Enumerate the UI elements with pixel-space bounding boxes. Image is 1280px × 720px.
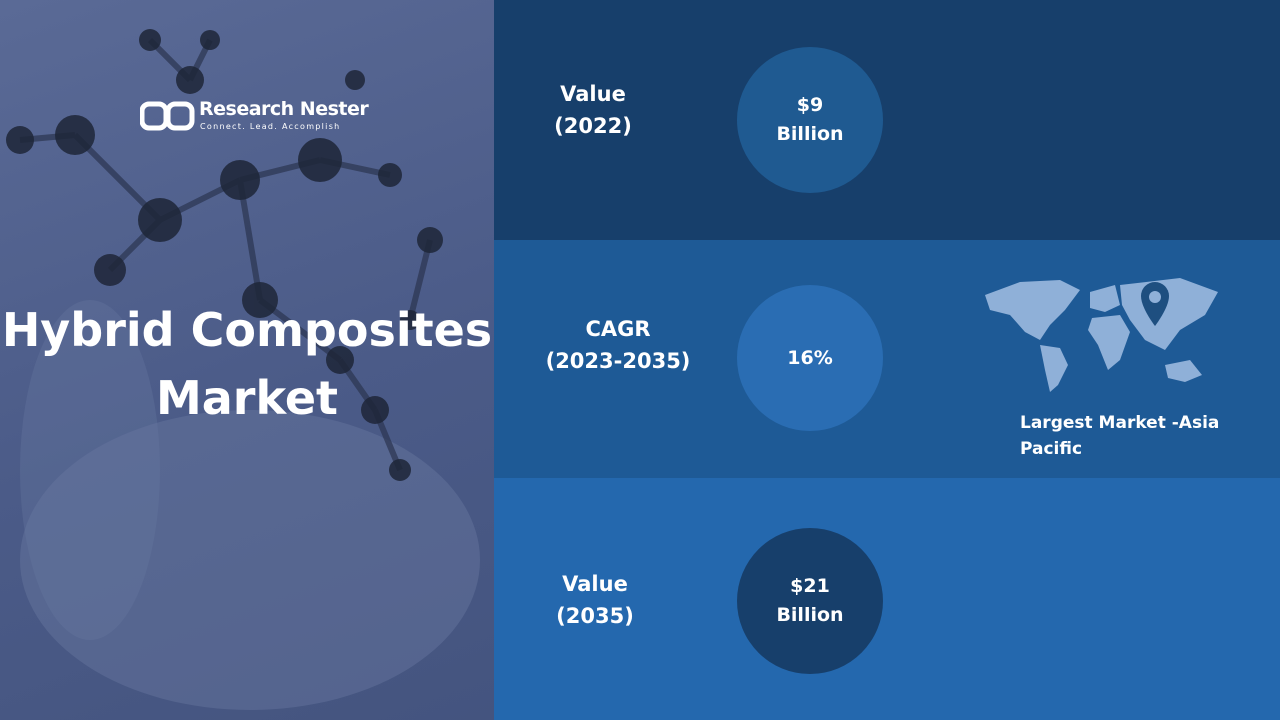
value-line: $21	[790, 575, 830, 597]
title-line: Hybrid Composites	[1, 303, 493, 357]
row-label: Value (2035)	[485, 568, 705, 632]
title-line: Market	[155, 371, 339, 425]
value-line: 16%	[787, 346, 833, 369]
world-map	[985, 278, 1218, 392]
molecule-art	[6, 29, 480, 710]
logo-name: Research Nester	[199, 98, 369, 120]
row-label: Value (2022)	[483, 78, 703, 142]
hero-panel: Research Nester Connect. Lead. Accomplis…	[0, 0, 494, 720]
row-band	[494, 0, 1280, 240]
row-band	[494, 478, 1280, 720]
row-label: CAGR (2023-2035)	[508, 313, 728, 377]
label-line: CAGR	[585, 317, 651, 341]
title: Hybrid Composites Market	[0, 296, 494, 432]
label-line: (2022)	[554, 114, 632, 138]
label-line: (2023-2035)	[545, 349, 691, 373]
logo-tagline: Connect. Lead. Accomplish	[200, 122, 341, 131]
value-line: Billion	[776, 604, 844, 626]
row-band	[494, 240, 1280, 478]
value-line: $9	[796, 94, 824, 116]
value-circle: $21 Billion	[737, 528, 883, 674]
label-line: Value	[560, 82, 626, 106]
map-caption: Largest Market -Asia Pacific	[1020, 413, 1220, 459]
value-line: Billion	[776, 123, 844, 145]
value-circle: $9 Billion	[737, 47, 883, 193]
logo-icon	[140, 101, 195, 131]
label-line: Value	[562, 572, 628, 596]
label-line: (2035)	[556, 604, 634, 628]
value-circle: 16%	[737, 285, 883, 431]
